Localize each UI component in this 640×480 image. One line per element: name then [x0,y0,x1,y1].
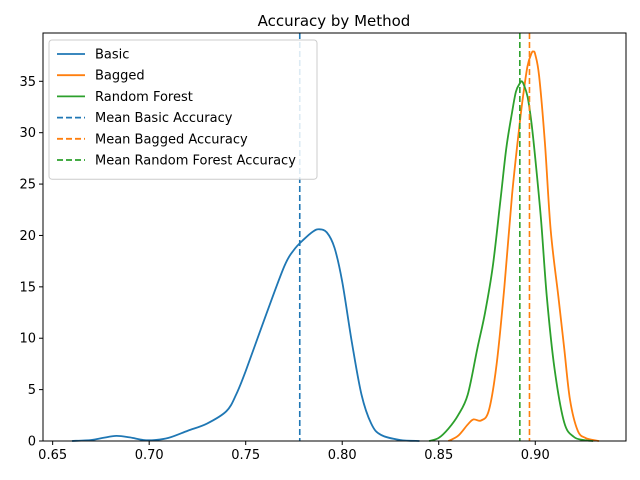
y-tick-label: 25 [19,178,36,193]
x-tick-label: 0.70 [135,448,164,463]
legend-label: Mean Basic Accuracy [95,111,233,126]
x-tick-label: 0.75 [231,448,260,463]
x-tick-label: 0.90 [521,448,550,463]
legend-label: Bagged [95,69,145,84]
legend-label: Mean Bagged Accuracy [95,132,248,147]
x-tick-label: 0.85 [424,448,453,463]
legend-label: Basic [95,48,129,63]
y-tick-label: 5 [28,383,36,398]
series-line-bagged [447,50,600,442]
x-tick-label: 0.65 [38,448,67,463]
x-tick-label: 0.80 [328,448,357,463]
y-axis: 0 5 10 15 20 25 30 35 [19,75,43,450]
y-tick-label: 20 [19,229,36,244]
y-tick-label: 15 [19,280,36,295]
x-axis: 0.65 0.70 0.75 0.80 0.85 0.90 [38,441,550,463]
y-tick-label: 10 [19,332,36,347]
y-tick-label: 35 [19,75,36,90]
y-tick-label: 30 [19,126,36,141]
plot-frame [42,32,627,442]
legend-label: Random Forest [95,90,193,105]
legend-box [48,39,318,180]
y-tick-label: 0 [28,435,36,450]
legend: Basic Bagged Random Forest Mean Basic Accur… [48,39,318,180]
chart-title: Accuracy by Method [258,12,411,30]
legend-label: Mean Random Forest Accuracy [95,154,296,169]
series-line-basic [71,228,420,442]
